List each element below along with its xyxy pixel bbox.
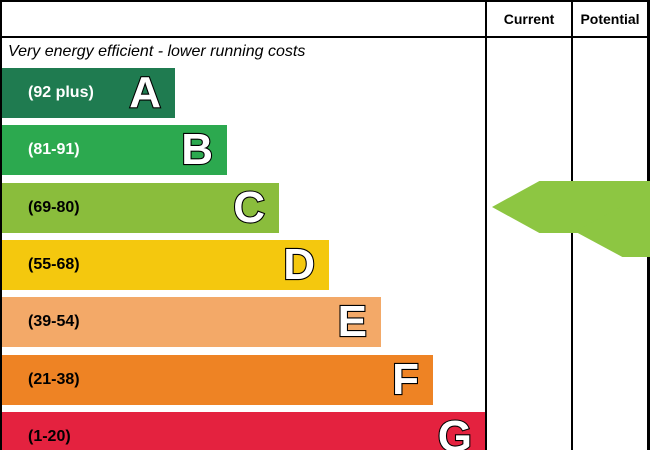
outer-border-top — [0, 0, 650, 2]
band-letter: A — [128, 68, 162, 117]
outer-border-left — [0, 0, 2, 450]
band-letter: C — [232, 183, 266, 232]
band-range-label: (55-68) — [28, 256, 80, 273]
potential-column-header: Potential — [580, 11, 640, 27]
epc-band-g: (1-20) G — [2, 412, 486, 450]
band-letter: G — [437, 412, 473, 450]
band-range-label: (21-38) — [28, 371, 80, 388]
current-column-header: Current — [503, 11, 555, 27]
band-letter: F — [391, 355, 420, 404]
band-range-label: (69-80) — [28, 199, 80, 216]
band-letter: E — [337, 297, 369, 346]
band-range-label: (92 plus) — [28, 84, 94, 101]
epc-band-a: (92 plus) A — [2, 68, 175, 118]
chart-right-divider — [485, 0, 487, 450]
band-range-label: (39-54) — [28, 313, 80, 330]
band-range-label: (81-91) — [28, 141, 80, 158]
band-letter: D — [282, 240, 316, 289]
band-letter: B — [180, 125, 214, 174]
epc-band-d: (55-68) D — [2, 240, 329, 290]
band-range-label: (1-20) — [28, 428, 71, 445]
epc-band-c: (69-80) C — [2, 183, 279, 233]
epc-band-f: (21-38) F — [2, 355, 433, 405]
header-divider — [0, 36, 650, 38]
epc-band-b: (81-91) B — [2, 125, 227, 175]
efficiency-caption: Very energy efficient - lower running co… — [8, 43, 306, 60]
epc-band-e: (39-54) E — [2, 297, 381, 347]
